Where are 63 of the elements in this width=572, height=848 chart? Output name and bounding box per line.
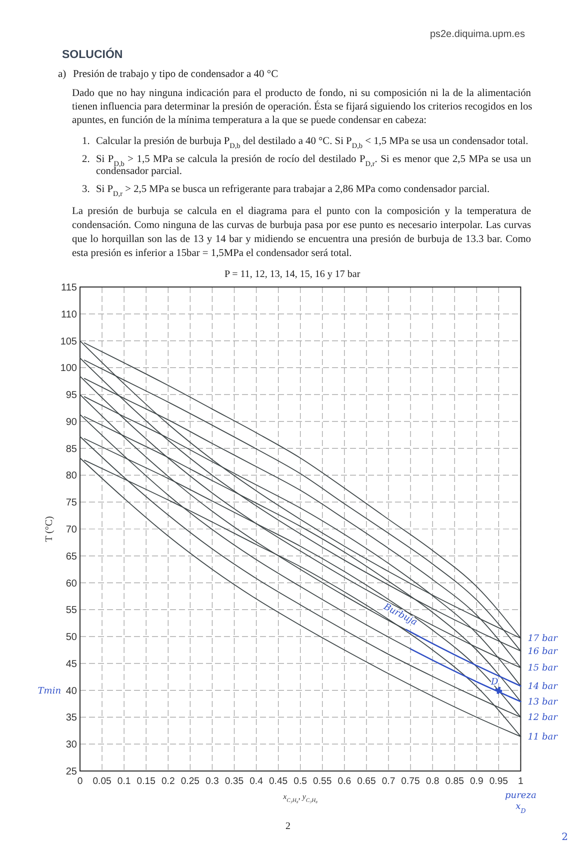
text: 2. Si P$_{D,b}$ > 1,5 MPa se calcula la presión de rocío del destilado P$_{D,r}$. Si es menor que 2,5 MPa se usa un condensador parcial. [82,154,532,177]
x-tick-label: 0.45 [268,776,288,787]
y-tick-label: 50 [66,632,78,644]
y-tick-label: 75 [66,498,78,509]
annotation: 17 bar [528,634,558,644]
y-tick-label: 65 [66,551,78,562]
text: 3. Si P$_{D,r}$ > 2,5 MPa se busca un refrigerante para trabajar a 2,86 MPa como condensador parcial. [82,184,490,198]
text: SOLUCIÓN [62,47,123,61]
y-tick-label: 105 [60,336,78,348]
x-tick-label: 0.3 [206,776,219,787]
text: Dado que no hay ninguna indicación para el producto de fondo, ni su composición ni la de la alimentación tienen influencia para determinar la presión de operación. Ésta se fijará siguiendo los criterios recogidos en los apuntes, en función de la mínima temperatura a la que se puede condensar en cabeza: [72,88,532,126]
x-tick-label: 0.5 [294,776,308,787]
y-tick-label: 35 [66,712,78,724]
x-tick-label: 0.15 [136,776,156,787]
y-tick-label: 85 [66,444,78,455]
y-tick-label: 90 [66,416,78,428]
x-tick-label: 0.75 [401,776,420,787]
y-tick-label: 110 [61,309,78,320]
y-tick-label: 70 [66,524,78,536]
y-tick-label: 45 [66,658,78,670]
text: 1. Calcular la presión de burbuja P$_{D,b}$ del destilado a 40 °C. Si P$_{D,b}$ < 1,5 MPa se usa un condensador total. [82,136,528,150]
x-tick-label: 0.35 [224,776,244,787]
x-tick-label: 0.7 [382,776,396,787]
x-tick-label: 0.85 [445,776,464,787]
x-tick-label: 0.55 [313,776,332,787]
text: 2 [562,832,568,843]
annotation: 15 bar [528,664,558,674]
y-tick-label: 115 [61,282,78,294]
x-tick-label: 0.4 [250,776,264,787]
text: pureza x$_{D}$ [505,791,536,814]
annotation: 16 bar [528,647,558,658]
x-tick-label: 0.6 [338,776,352,787]
y-tick-label: 95 [66,390,78,402]
text: 2 [286,821,290,832]
text: a) Presión de trabajo y tipo de condensador a 40 °C [58,69,278,80]
x-tick-label: 0.95 [489,776,508,787]
chart-title: P = 11, 12, 13, 14, 15, 16 y 17 bar [224,269,361,280]
y-tick-label: 30 [66,740,78,751]
y-tick-label: 100 [60,363,78,374]
annotation: 11 bar [528,732,558,743]
y-tick-label: 60 [66,578,78,590]
x-tick-label: 0.8 [426,776,440,787]
annotation: 13 bar [528,698,558,708]
x-axis-title: x$_{C₃H₈}$, y$_{C₃H₈}$ [282,792,318,804]
text: ps2e.diquima.upm.es [430,29,525,40]
y-tick-label: 80 [66,470,78,482]
x-tick-label: 1 [518,776,524,787]
x-tick-label: 0.05 [92,776,112,787]
x-tick-label: 0 [77,776,83,787]
text: La presión de burbuja se calcula en el diagrama para el punto con la composición y la temperatura de condensación. Como ninguna de las curvas de burbuja pasa por ese punto es necesario interpolar. Las curvas que lo horquillan son las de 13 y 14 bar y midiendo se encuentra una presión de burbuja de 13.3 bar. Como esta presión es inferior a 15bar = 1,5MPa el condensador será total. [72,206,532,259]
annotation: 12 bar [528,713,558,724]
x-tick-label: 0.1 [117,776,131,787]
x-tick-label: 0.2 [161,776,175,787]
y-tick-label: 55 [66,605,78,616]
x-tick-label: 0.25 [180,776,200,787]
y-tick-label: 40 [66,686,78,697]
y-axis-title: T (°C) [44,516,55,542]
x-tick-label: 0.9 [470,776,484,787]
annotation: 14 bar [528,682,558,692]
annotation: D [490,677,498,688]
y-tick-label: 25 [66,766,78,778]
x-tick-label: 0.65 [357,776,376,787]
text: Tmin [38,686,62,696]
